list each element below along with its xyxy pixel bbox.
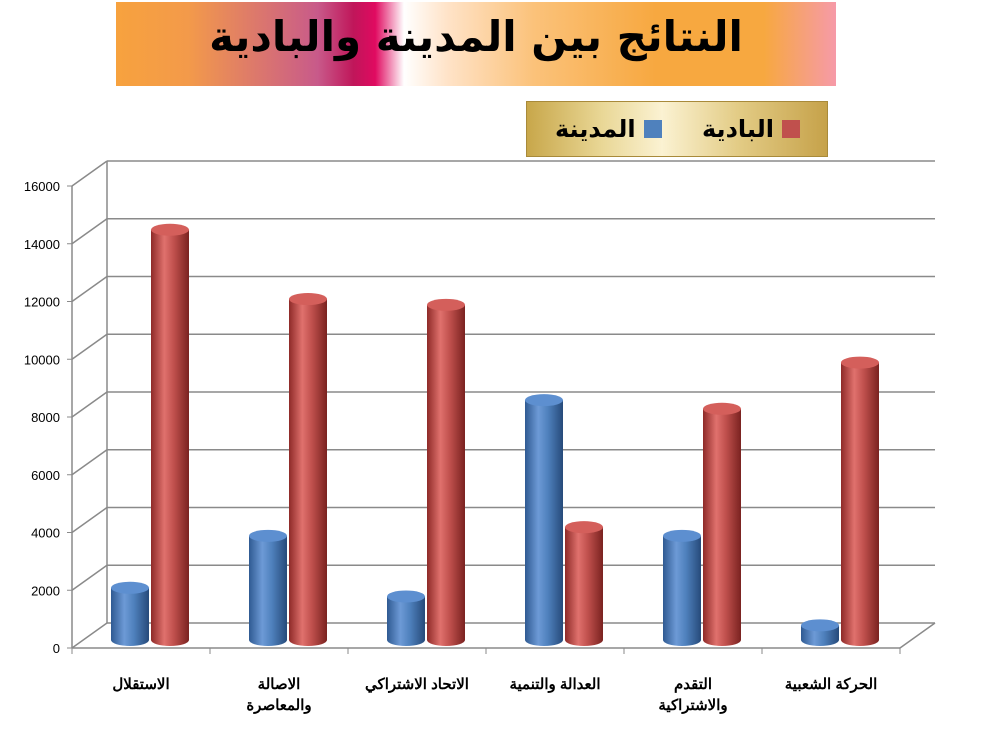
bar-countryside-body (565, 527, 603, 646)
x-tick-label-line: الحركة الشعبية (785, 676, 878, 693)
bars (111, 223, 879, 646)
x-tick-label: الحركة الشعبية (785, 676, 878, 693)
bar-countryside-body (841, 362, 879, 646)
gridline-depth (71, 391, 108, 418)
gridline-depth (71, 218, 108, 245)
x-tick-label-line: الاصالة (258, 676, 301, 693)
bar-countryside (703, 402, 741, 646)
gridline-depth (71, 449, 108, 476)
bar-countryside (841, 356, 879, 646)
bar-city (387, 590, 425, 646)
legend-label-city: المدينة (555, 115, 636, 143)
chart-title: النتائج بين المدينة والبادية (209, 12, 743, 61)
bar-countryside-body (427, 304, 465, 646)
x-tick-label-line: والمعاصرة (246, 697, 311, 714)
bar-city-top (663, 529, 701, 542)
bar-city-body (111, 587, 149, 646)
x-tick-label: العدالة والتنمية (509, 676, 600, 693)
gridline-depth (71, 622, 108, 649)
x-tick-label-line: والاشتراكية (658, 697, 727, 714)
bar-city-top (387, 590, 425, 603)
bar-countryside-top (289, 293, 327, 306)
bar-city-body (387, 596, 425, 646)
bar-city-top (249, 529, 287, 542)
x-tick-label: الاصالة والمعاصرة (246, 676, 311, 714)
x-tick-label: الاتحاد الاشتراكي (365, 676, 469, 694)
bar-city (525, 394, 563, 646)
x-tick-label-line: الاتحاد الاشتراكي (365, 676, 469, 694)
y-tick-label: 4000 (31, 526, 60, 541)
bar-countryside-body (289, 299, 327, 646)
bar-countryside (427, 298, 465, 646)
gridline-depth (71, 506, 108, 534)
y-tick-label: 8000 (31, 410, 60, 425)
y-tick-label: 14000 (24, 237, 60, 252)
x-tick-label-line: الاستقلال (112, 676, 169, 693)
legend-item-city: المدينة (555, 114, 662, 144)
x-tick-label-line: العدالة والتنمية (509, 676, 600, 693)
legend-swatch-countryside (781, 120, 800, 138)
bar-city-body (663, 535, 701, 646)
bar-countryside-top (841, 356, 879, 369)
bar-city (801, 619, 839, 646)
grid (71, 160, 936, 649)
bar-countryside-top (565, 521, 603, 534)
bar-city (249, 529, 287, 646)
y-tick-label: 12000 (24, 295, 60, 310)
y-tick-label: 6000 (31, 468, 60, 483)
y-tick-label: 10000 (24, 352, 60, 367)
y-tick-label: 2000 (31, 583, 60, 598)
bar-city-top (111, 581, 149, 594)
gridline-depth (71, 275, 108, 303)
x-tick-label: الاستقلال (112, 676, 169, 693)
bar-city-body (525, 400, 563, 646)
legend-label-countryside: البادية (702, 115, 774, 143)
bar-countryside-body (151, 229, 189, 646)
x-tick-label-line: التقدم (674, 676, 712, 693)
legend-item-countryside: البادية (702, 114, 800, 144)
bar-countryside (151, 223, 189, 646)
title-banner: النتائج بين المدينة والبادية (116, 2, 836, 86)
x-tick-label: التقدم والاشتراكية (658, 676, 727, 714)
bar-city-top (525, 394, 563, 407)
gridline-depth (71, 333, 108, 360)
floor-right-edge (899, 622, 936, 649)
bar-countryside-body (703, 408, 741, 646)
bar-city-body (249, 535, 287, 646)
y-tick-label: 0 (53, 641, 60, 656)
legend-swatch-city (643, 120, 662, 138)
bar-countryside-top (151, 223, 189, 236)
y-tick-label: 16000 (24, 179, 60, 194)
legend: المدينة البادية (526, 101, 828, 157)
bar-countryside (565, 521, 603, 646)
bar-countryside (289, 293, 327, 646)
bar-countryside-top (427, 298, 465, 311)
bar-city-top (801, 619, 839, 632)
bar-countryside-top (703, 402, 741, 415)
gridline-depth (71, 564, 108, 591)
gridline-depth (71, 160, 108, 187)
bar-city (663, 529, 701, 646)
axes: 0 2000 4000 6000 8000 10000 12000 14000 16000 الا… (24, 179, 901, 714)
bar-city (111, 581, 149, 646)
